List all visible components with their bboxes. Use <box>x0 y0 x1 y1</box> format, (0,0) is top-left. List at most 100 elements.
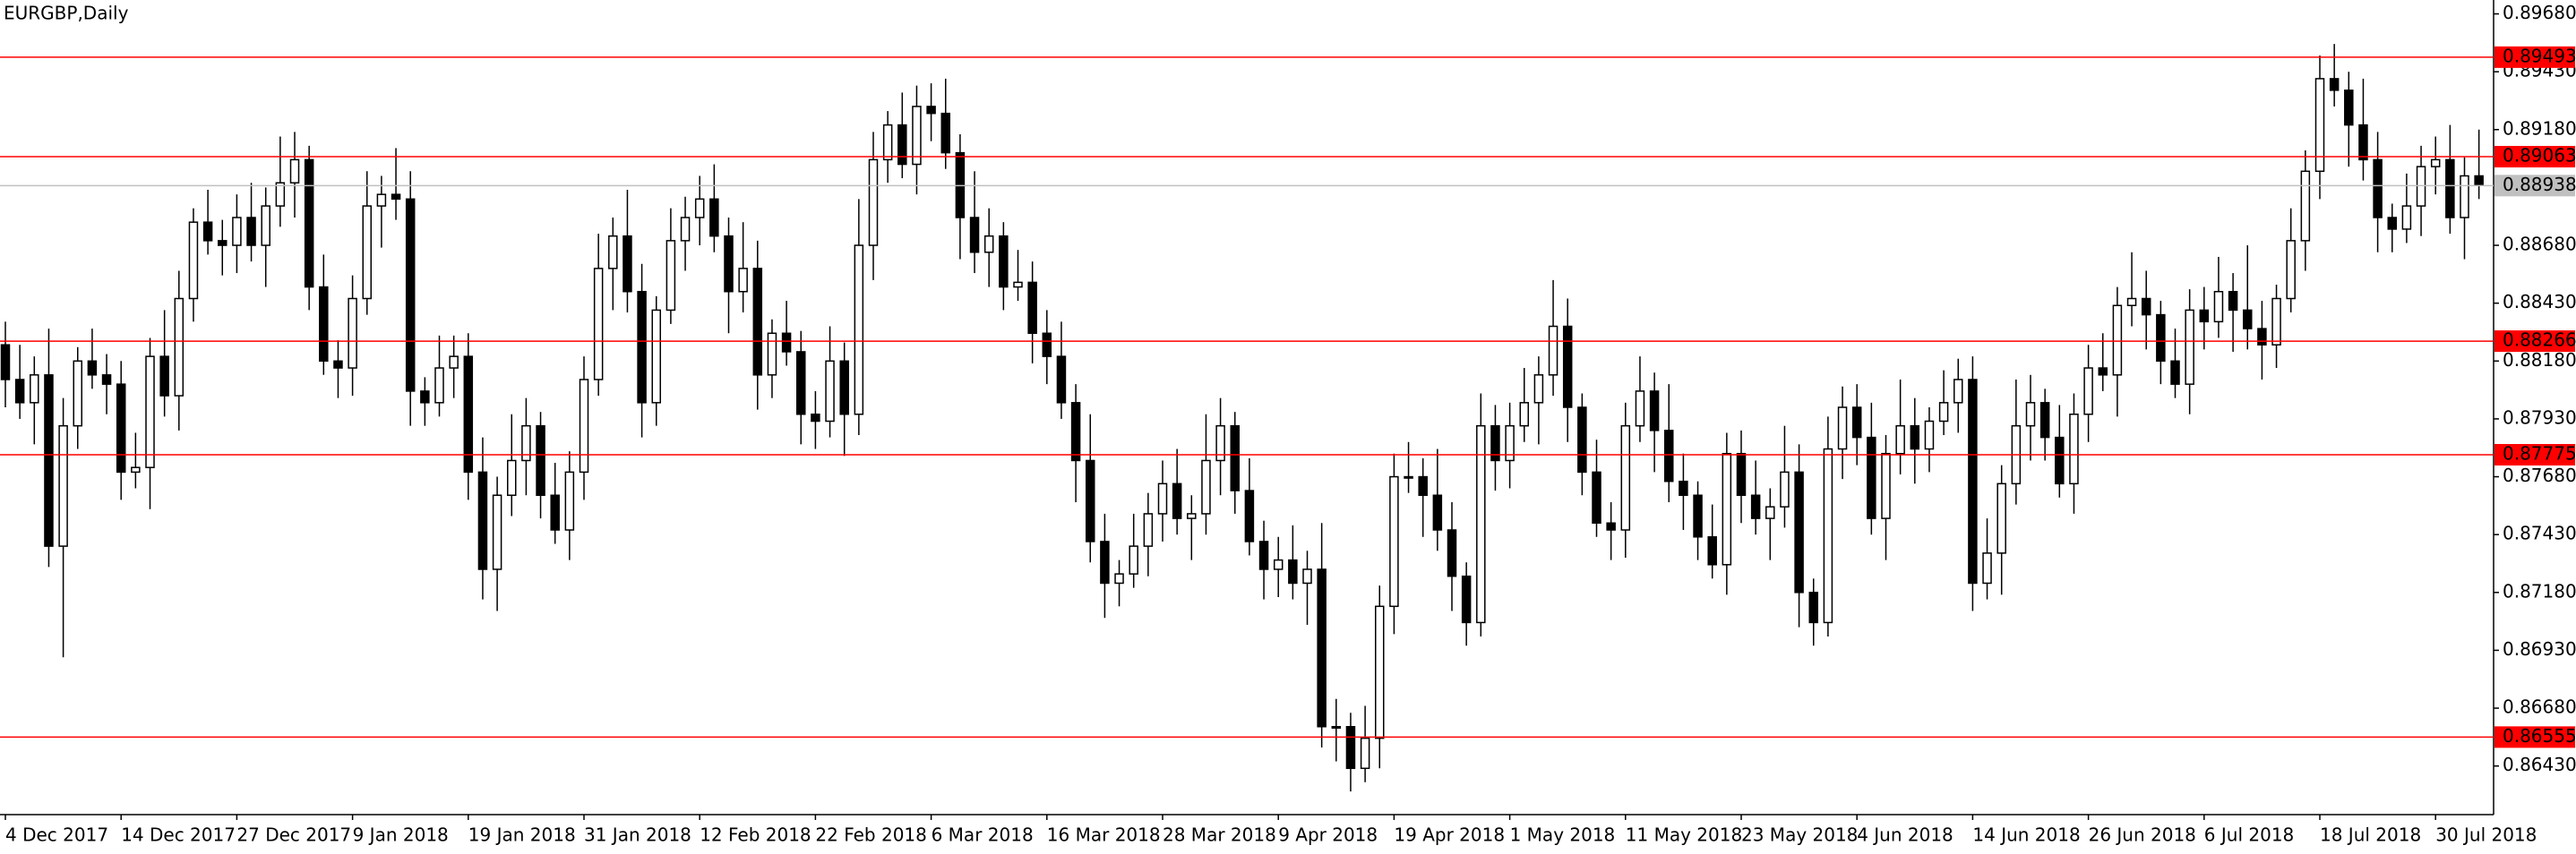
y-tick-label: 0.86930 <box>2503 638 2576 660</box>
level-label: 0.89063 <box>2503 145 2576 167</box>
candle-body <box>2055 436 2065 485</box>
candle-body <box>1548 325 1558 376</box>
candle-body <box>1533 374 1544 404</box>
candle-body <box>579 379 589 474</box>
candle-body <box>30 374 39 404</box>
chart-title: EURGBP,Daily <box>4 3 129 24</box>
x-tick-label: 6 Mar 2018 <box>932 824 1034 846</box>
candle-body <box>1389 475 1399 608</box>
candle-body <box>637 290 647 404</box>
candle-body <box>1592 471 1601 525</box>
x-tick-label: 19 Apr 2018 <box>1394 824 1505 846</box>
price-label-bg <box>2494 175 2575 197</box>
candle-body <box>1780 471 1790 508</box>
candle-body <box>232 217 242 246</box>
candle-body <box>131 466 141 474</box>
candle-body <box>897 124 907 166</box>
candle-body <box>2243 309 2253 329</box>
candle-body <box>391 193 401 201</box>
candle-body <box>2141 297 2151 316</box>
candle-body <box>289 158 300 184</box>
candle-body <box>623 235 632 293</box>
candle-body <box>1851 406 1862 439</box>
candle-body <box>507 459 517 496</box>
x-tick-label: 6 Jul 2018 <box>2204 824 2294 846</box>
candle-body <box>2069 414 2079 485</box>
candle-body <box>1679 480 1688 496</box>
candle-body <box>781 332 792 353</box>
x-tick-label: 4 Jun 2018 <box>1857 824 1953 846</box>
candle-body <box>2430 158 2441 167</box>
candle-body <box>333 360 343 369</box>
candle-body <box>2460 175 2469 218</box>
candle-body <box>87 360 98 376</box>
candle-body <box>159 355 169 397</box>
candle-body <box>608 235 618 269</box>
candle-body <box>2314 78 2325 173</box>
candle-body <box>1302 568 1312 585</box>
candle-body <box>2025 402 2036 427</box>
candle-body <box>940 112 950 154</box>
level-label-bg <box>2494 46 2575 68</box>
x-tick-label: 16 Mar 2018 <box>1047 824 1161 846</box>
candle-body <box>463 355 474 474</box>
candle-body <box>1317 568 1327 728</box>
candle-body <box>188 221 199 300</box>
candle-body <box>1837 406 1848 450</box>
candle-body <box>2373 158 2383 218</box>
candle-body <box>767 332 777 376</box>
candle-body <box>665 240 676 312</box>
price-label: 0.88938 <box>2503 174 2576 195</box>
candle-body <box>1056 355 1067 404</box>
candle-body <box>1447 529 1457 577</box>
candle-body <box>2416 166 2426 207</box>
candle-body <box>2445 158 2455 218</box>
level-label: 0.89493 <box>2503 45 2576 66</box>
candle-body <box>1129 545 1138 575</box>
candle-body <box>1070 402 1081 462</box>
candle-body <box>1244 490 1255 542</box>
candle-body <box>420 390 430 404</box>
x-tick-label: 11 May 2018 <box>1626 824 1742 846</box>
candle-body <box>1736 452 1747 496</box>
candle-body <box>2126 297 2137 307</box>
candle-body <box>492 494 502 570</box>
candle-body <box>1823 448 1833 624</box>
candle-body <box>1187 513 1197 519</box>
candle-body <box>2401 205 2412 230</box>
candle-body <box>752 268 763 376</box>
candle-body <box>2039 402 2050 439</box>
candle-body <box>1215 424 1225 462</box>
level-label-bg <box>2494 726 2575 748</box>
candle-body <box>275 182 286 207</box>
candle-body <box>2185 309 2194 385</box>
level-label: 0.88266 <box>2503 329 2576 351</box>
candle-body <box>73 360 82 427</box>
candle-body <box>58 424 68 547</box>
candle-body <box>1027 281 1037 335</box>
candle-body <box>694 198 705 218</box>
x-tick-label: 4 Dec 2017 <box>5 824 108 846</box>
candle-body <box>999 235 1009 288</box>
y-tick-label: 0.88430 <box>2503 291 2576 312</box>
x-tick-label: 19 Jan 2018 <box>468 824 576 846</box>
candle-body <box>2358 124 2368 161</box>
candle-body <box>1230 424 1240 491</box>
candle-body <box>1042 332 1052 357</box>
candle-body <box>969 217 980 253</box>
candle-body <box>434 367 444 404</box>
y-tick-label: 0.87680 <box>2503 465 2576 486</box>
x-tick-label: 18 Jul 2018 <box>2320 824 2421 846</box>
candle-body <box>1273 559 1284 570</box>
level-label: 0.86555 <box>2503 725 2576 747</box>
candle-body <box>1288 559 1298 585</box>
candle-body <box>362 205 372 300</box>
candle-body <box>449 355 459 369</box>
candle-body <box>2257 328 2267 346</box>
candle-body <box>1620 424 1631 531</box>
y-tick-label: 0.87430 <box>2503 523 2576 544</box>
candle-body <box>724 235 734 293</box>
candle-body <box>1201 459 1211 515</box>
candle-body <box>738 268 748 293</box>
candle-body <box>1996 483 2006 554</box>
